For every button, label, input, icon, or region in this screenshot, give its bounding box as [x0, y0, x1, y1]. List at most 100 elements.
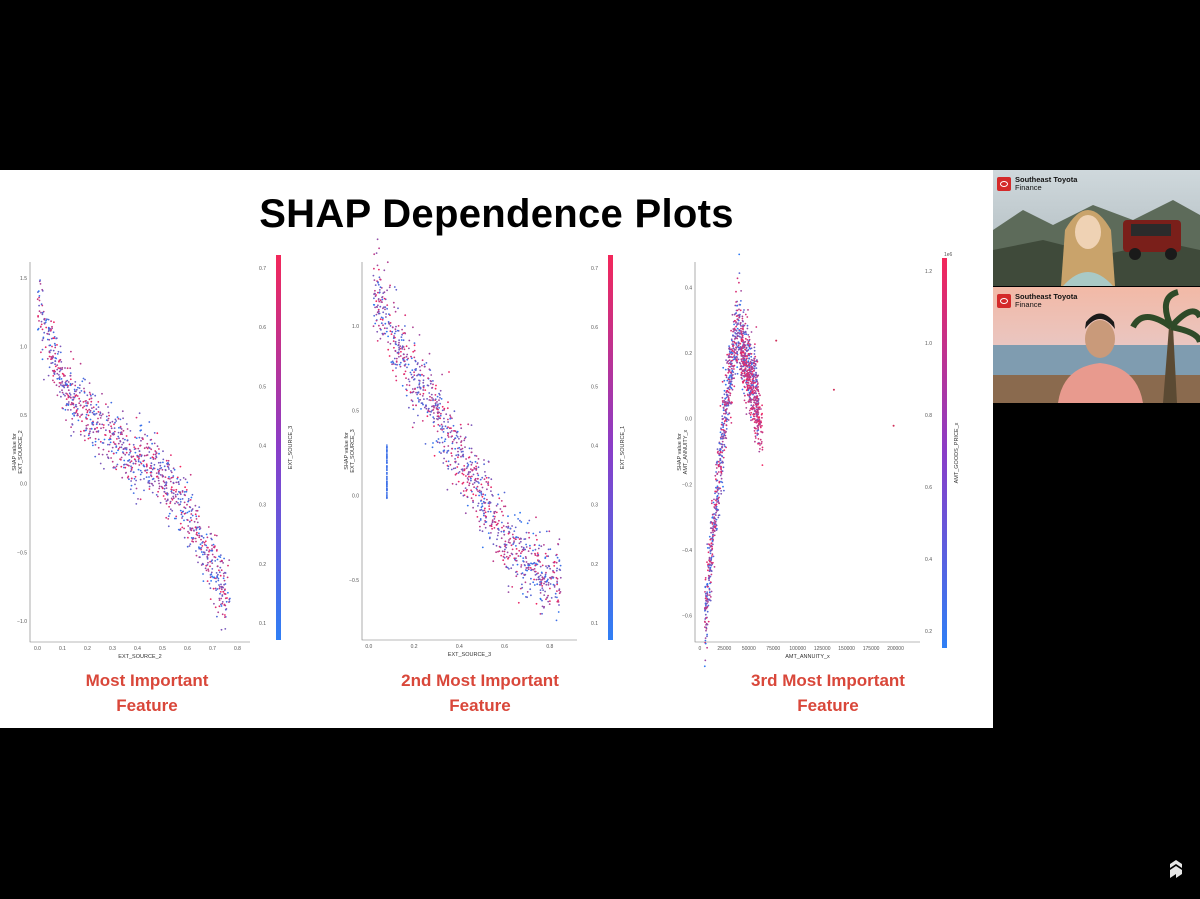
data-point [173, 489, 175, 492]
data-point [712, 525, 715, 528]
data-point [418, 383, 421, 386]
data-point [115, 465, 118, 468]
data-point [119, 418, 122, 421]
data-point [549, 548, 552, 551]
data-point [398, 355, 400, 358]
x-tick-label: 0.7 [209, 646, 216, 652]
data-point [556, 590, 558, 592]
data-point [396, 329, 399, 332]
data-point [471, 469, 474, 472]
data-point [557, 601, 560, 603]
data-point [504, 544, 507, 547]
participant-video-1[interactable]: Southeast Toyota Finance [993, 170, 1200, 286]
data-point [434, 387, 437, 390]
data-point [420, 408, 422, 410]
participant-video-2[interactable]: Southeast Toyota Finance [993, 287, 1200, 403]
data-point [522, 546, 525, 549]
y-tick-label: −0.5 [17, 550, 27, 556]
data-point [721, 415, 724, 417]
data-point [754, 440, 756, 443]
data-point [386, 475, 388, 478]
data-point [754, 386, 757, 388]
data-point [53, 372, 56, 375]
data-point [753, 353, 756, 355]
data-point [547, 584, 550, 586]
data-point [734, 335, 737, 338]
data-point [474, 454, 476, 457]
colorbar-tick-label: 0.8 [925, 413, 932, 419]
data-point [754, 343, 756, 345]
data-point [133, 458, 136, 461]
data-point [743, 345, 746, 348]
data-point [65, 403, 68, 406]
data-point [743, 392, 745, 395]
data-point [110, 401, 113, 404]
data-point [91, 411, 94, 414]
data-point [206, 554, 209, 556]
data-point [384, 322, 387, 325]
data-point [186, 481, 189, 484]
data-point [741, 325, 744, 328]
data-point [38, 320, 40, 322]
data-point [40, 351, 42, 354]
y-tick-label: 1.0 [20, 345, 27, 351]
data-point [181, 498, 184, 500]
data-point [749, 413, 752, 416]
data-point [59, 384, 62, 386]
data-point [174, 494, 177, 496]
data-point [545, 571, 547, 574]
data-point [128, 453, 130, 456]
data-point [466, 465, 469, 468]
data-point [488, 508, 491, 510]
data-point [478, 491, 481, 494]
data-point [753, 401, 756, 404]
data-point [755, 326, 758, 328]
data-point [756, 359, 758, 361]
data-point [66, 379, 69, 382]
data-point [51, 327, 53, 330]
data-point [487, 482, 489, 485]
data-point [751, 380, 754, 383]
data-point [48, 333, 51, 336]
data-point [375, 313, 378, 316]
data-point [225, 600, 228, 603]
data-point [190, 496, 193, 499]
data-point [460, 448, 462, 451]
data-point [386, 481, 388, 484]
data-point [198, 556, 201, 558]
data-point [449, 414, 451, 417]
data-point [735, 315, 738, 317]
data-point [139, 478, 142, 481]
data-point [60, 378, 63, 380]
data-point [513, 537, 515, 540]
data-point [107, 443, 109, 446]
data-point [458, 471, 461, 473]
data-point [94, 444, 97, 446]
data-point [43, 331, 46, 334]
data-point [487, 481, 490, 483]
data-point [139, 469, 142, 472]
data-point [374, 284, 377, 286]
data-point [731, 356, 734, 359]
data-point [432, 399, 434, 402]
data-point [728, 356, 730, 359]
data-point [51, 345, 53, 348]
data-point [464, 446, 466, 448]
data-point [738, 272, 741, 274]
data-point [138, 436, 141, 439]
data-point [447, 432, 450, 435]
data-point [121, 476, 124, 479]
data-point [730, 363, 732, 365]
data-point [709, 566, 712, 569]
data-point [389, 342, 392, 345]
data-point [453, 410, 456, 413]
data-point [79, 433, 82, 436]
data-point [117, 442, 120, 445]
data-point [498, 550, 501, 552]
data-point [449, 431, 452, 434]
data-point [134, 451, 137, 454]
data-point [452, 467, 455, 470]
data-point [758, 450, 761, 453]
data-point [419, 369, 422, 372]
data-point [463, 465, 466, 467]
